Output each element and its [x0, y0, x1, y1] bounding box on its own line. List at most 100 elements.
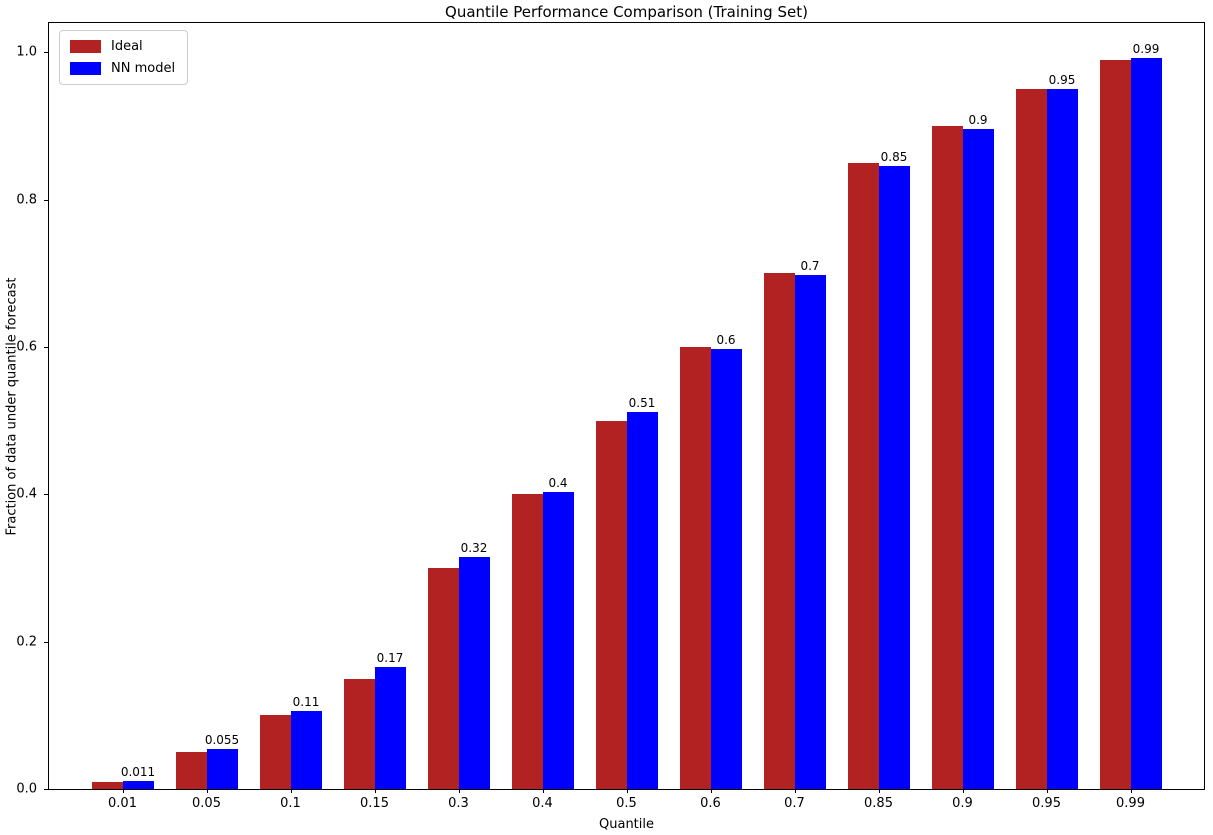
- x-tick-label: 0.7: [784, 796, 805, 811]
- bar-group: 0.85 0.85: [847, 23, 910, 811]
- bar-value-label: 0.055: [204, 732, 240, 747]
- bar-ideal: [595, 420, 627, 789]
- bars-container: 0.011 0.01 0.055 0.05 0.11 0.1 0.17 0.15 0.32 0.3…: [49, 23, 1204, 811]
- bar-value-label: 0.17: [376, 651, 404, 666]
- legend-swatch-ideal: [70, 40, 101, 53]
- x-tick-mark: [1130, 789, 1132, 793]
- plot-area: 0.011 0.01 0.055 0.05 0.11 0.1 0.17 0.15 0.32 0.3…: [16, 22, 1205, 811]
- bar-ideal: [343, 678, 375, 789]
- legend-label-ideal: Ideal: [111, 39, 143, 54]
- x-tick-mark: [374, 789, 376, 793]
- bar-nn-model: 0.99: [1130, 42, 1162, 789]
- x-tick-mark: [290, 789, 292, 793]
- x-tick-label: 0.1: [280, 796, 301, 811]
- bar-ideal: [1015, 89, 1047, 789]
- bar-nn-model: 0.51: [626, 396, 658, 789]
- y-tick-label: 0.8: [16, 192, 37, 208]
- bar-nn-model: 0.17: [374, 651, 406, 789]
- bar-nn-model: 0.95: [1046, 73, 1078, 789]
- y-tick-label: 0.4: [16, 486, 37, 502]
- y-tick-mark: [44, 52, 48, 54]
- x-tick-label: 0.9: [952, 796, 973, 811]
- bar-value-label: 0.7: [800, 258, 820, 273]
- x-tick-label: 0.01: [108, 796, 137, 811]
- legend-swatch-nn-model: [70, 62, 101, 75]
- x-tick-mark: [794, 789, 796, 793]
- bar-group: 0.4 0.4: [511, 23, 574, 811]
- y-tick-mark: [44, 347, 48, 349]
- bar-value-label: 0.51: [628, 395, 656, 410]
- x-tick-label: 0.95: [1032, 796, 1061, 811]
- bar-group: 0.99 0.99: [1099, 23, 1162, 811]
- x-tick-label: 0.85: [864, 796, 893, 811]
- bar-ideal: [175, 752, 207, 789]
- bar-ideal: [679, 347, 711, 789]
- bar-value-label: 0.9: [968, 113, 988, 128]
- bar-value-label: 0.6: [716, 333, 736, 348]
- y-tick-label: 0.6: [16, 339, 37, 355]
- y-tick-mark: [44, 789, 48, 790]
- bar-group: 0.95 0.95: [1015, 23, 1078, 811]
- bar-value-label: 0.11: [292, 694, 320, 709]
- bar-nn-model: 0.11: [290, 695, 322, 789]
- legend-item-nn-model: NN model: [70, 61, 175, 76]
- bar-value-label: 0.85: [880, 149, 908, 164]
- bar-group: 0.9 0.9: [931, 23, 994, 811]
- bar-group: 0.6 0.6: [679, 23, 742, 811]
- x-tick-label: 0.5: [616, 796, 637, 811]
- x-tick-mark: [710, 789, 712, 793]
- bar-nn-model: 0.7: [794, 259, 826, 789]
- bar-nn-model: 0.055: [205, 733, 239, 789]
- y-axis-label: Fraction of data under quantile forecast: [4, 277, 20, 536]
- bar-nn-model: 0.4: [542, 476, 574, 789]
- bar-value-label: 0.4: [548, 476, 568, 491]
- x-tick-label: 0.3: [448, 796, 469, 811]
- x-tick-mark: [542, 789, 544, 793]
- y-tick-mark: [44, 494, 48, 496]
- x-tick-mark: [206, 789, 208, 793]
- x-tick-mark: [122, 789, 124, 793]
- x-tick-label: 0.99: [1116, 796, 1145, 811]
- x-tick-label: 0.15: [360, 796, 389, 811]
- y-tick-mark: [44, 199, 48, 201]
- bar-group: 0.51 0.5: [595, 23, 658, 811]
- legend-label-nn-model: NN model: [111, 61, 176, 76]
- bar-ideal: [511, 494, 543, 789]
- bar-nn-model: 0.32: [458, 541, 490, 789]
- y-tick-label: 1.0: [16, 44, 37, 60]
- bar-ideal: [427, 568, 459, 789]
- x-tick-label: 0.6: [700, 796, 721, 811]
- bar-ideal: [259, 715, 291, 789]
- bar-nn-model: 0.6: [710, 333, 742, 789]
- x-tick-label: 0.4: [532, 796, 553, 811]
- bar-ideal: [931, 126, 963, 789]
- x-tick-label: 0.05: [192, 796, 221, 811]
- bar-ideal: [847, 162, 879, 789]
- bar-value-label: 0.011: [120, 764, 156, 779]
- bar-group: 0.055 0.05: [175, 23, 239, 811]
- legend: Ideal NN model: [59, 30, 189, 85]
- bar-nn-model: 0.85: [878, 150, 910, 789]
- x-tick-mark: [626, 789, 628, 793]
- bar-ideal: [763, 273, 795, 789]
- x-tick-mark: [962, 789, 964, 793]
- legend-item-ideal: Ideal: [70, 39, 175, 54]
- bar-ideal: [91, 781, 123, 789]
- x-tick-mark: [458, 789, 460, 793]
- bar-group: 0.32 0.3: [427, 23, 490, 811]
- bar-group: 0.17 0.15: [343, 23, 406, 811]
- bar-nn-model: 0.011: [121, 765, 155, 789]
- x-axis-label: Quantile: [599, 817, 654, 832]
- x-tick-mark: [1046, 789, 1048, 793]
- bar-ideal: [1099, 59, 1131, 789]
- bar-value-label: 0.99: [1132, 41, 1160, 56]
- bar-value-label: 0.95: [1048, 72, 1076, 87]
- bar-group: 0.11 0.1: [259, 23, 322, 811]
- bar-value-label: 0.32: [460, 541, 488, 555]
- y-tick-mark: [44, 641, 48, 643]
- bar-group: 0.7 0.7: [763, 23, 826, 811]
- y-tick-label: 0.2: [16, 634, 37, 650]
- x-tick-mark: [878, 789, 880, 793]
- chart-title: Quantile Performance Comparison (Trainin…: [445, 3, 808, 21]
